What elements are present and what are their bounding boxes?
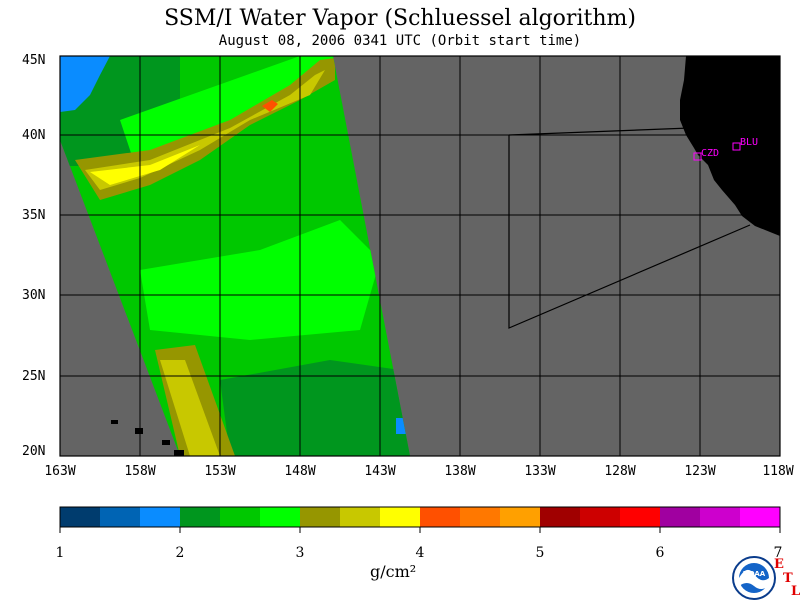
colorbar-swatch [540, 507, 580, 527]
island-maui [162, 440, 170, 445]
swath-blue-region [60, 56, 110, 112]
island-oahu [135, 428, 143, 434]
etl-letter: T [783, 571, 793, 586]
station-czd-label: CZD [701, 148, 719, 159]
colorbar-swatch [380, 507, 420, 527]
etl-letter: E [774, 557, 784, 572]
lon-label: 143W [364, 464, 395, 479]
colorbar-swatch [180, 507, 220, 527]
noaa-logo-icon: NOAA [732, 556, 776, 600]
island-hawaii [174, 450, 184, 456]
swath-blue-patch [396, 418, 406, 434]
colorbar-swatch [580, 507, 620, 527]
lat-label: 25N [22, 369, 45, 384]
map-subtitle: August 08, 2006 0341 UTC (Orbit start ti… [218, 33, 582, 49]
colorbar-tick-label: 4 [416, 545, 425, 561]
lon-label: 148W [284, 464, 315, 479]
swath-lower-dark-green [220, 360, 410, 456]
colorbar-swatch [740, 507, 780, 527]
etl-letter: L [791, 584, 800, 599]
colorbar-swatch [220, 507, 260, 527]
colorbar-swatch [460, 507, 500, 527]
lon-label: 123W [684, 464, 715, 479]
lon-label: 158W [124, 464, 155, 479]
colorbar-tick-label: 1 [56, 545, 65, 561]
colorbar-swatch [300, 507, 340, 527]
station-czd: CZD [693, 148, 719, 161]
colorbar-tick-labels: 1 2 3 4 5 6 7 [56, 545, 783, 561]
lon-label: 138W [444, 464, 475, 479]
colorbar-tick-label: 5 [536, 545, 545, 561]
lat-label: 20N [22, 444, 45, 459]
lon-label: 163W [44, 464, 75, 479]
region-boundary-line [508, 135, 751, 329]
noaa-logo-text: NOAA [743, 570, 766, 578]
latitude-labels: 45N 40N 35N 30N 25N 20N [22, 53, 45, 459]
colorbar-tick-label: 3 [296, 545, 305, 561]
colorbar-swatch [620, 507, 660, 527]
colorbar-swatch [500, 507, 540, 527]
lon-label: 133W [524, 464, 555, 479]
colorbar-tick-label: 7 [774, 545, 783, 561]
colorbar-swatch [260, 507, 300, 527]
colorbar-swatch [420, 507, 460, 527]
swath-lower-yellow-band [160, 360, 220, 456]
colorbar [59, 506, 781, 533]
longitude-labels: 163W 158W 153W 148W 143W 138W 133W 128W … [44, 464, 793, 479]
lon-label: 128W [604, 464, 635, 479]
colorbar-unit-label: g/cm² [370, 562, 417, 581]
map-title: SSM/I Water Vapor (Schluessel algorithm) [164, 6, 636, 31]
island-kauai [111, 420, 118, 424]
lat-label: 30N [22, 288, 45, 303]
colorbar-swatch [60, 507, 100, 527]
colorbar-tick-label: 2 [176, 545, 185, 561]
colorbar-swatch [340, 507, 380, 527]
region-boundary-top [508, 127, 691, 136]
lat-label: 40N [22, 128, 45, 143]
land-california-coast [680, 56, 780, 236]
station-blu-label: BLU [740, 137, 758, 148]
colorbar-tick-label: 6 [656, 545, 665, 561]
colorbar-swatch [700, 507, 740, 527]
map-frame [59, 55, 781, 457]
lat-label: 45N [22, 53, 45, 68]
swath-core-yellow [90, 145, 200, 185]
swath-orange-spot [262, 100, 278, 112]
station-blu: BLU [732, 137, 758, 151]
lon-label: 153W [204, 464, 235, 479]
lat-label: 35N [22, 208, 45, 223]
swath-middle-bright-green [140, 220, 380, 340]
colorbar-swatch [100, 507, 140, 527]
map-gridlines [60, 56, 780, 456]
lon-label: 118W [762, 464, 793, 479]
colorbar-swatch [140, 507, 180, 527]
colorbar-swatch [660, 507, 700, 527]
